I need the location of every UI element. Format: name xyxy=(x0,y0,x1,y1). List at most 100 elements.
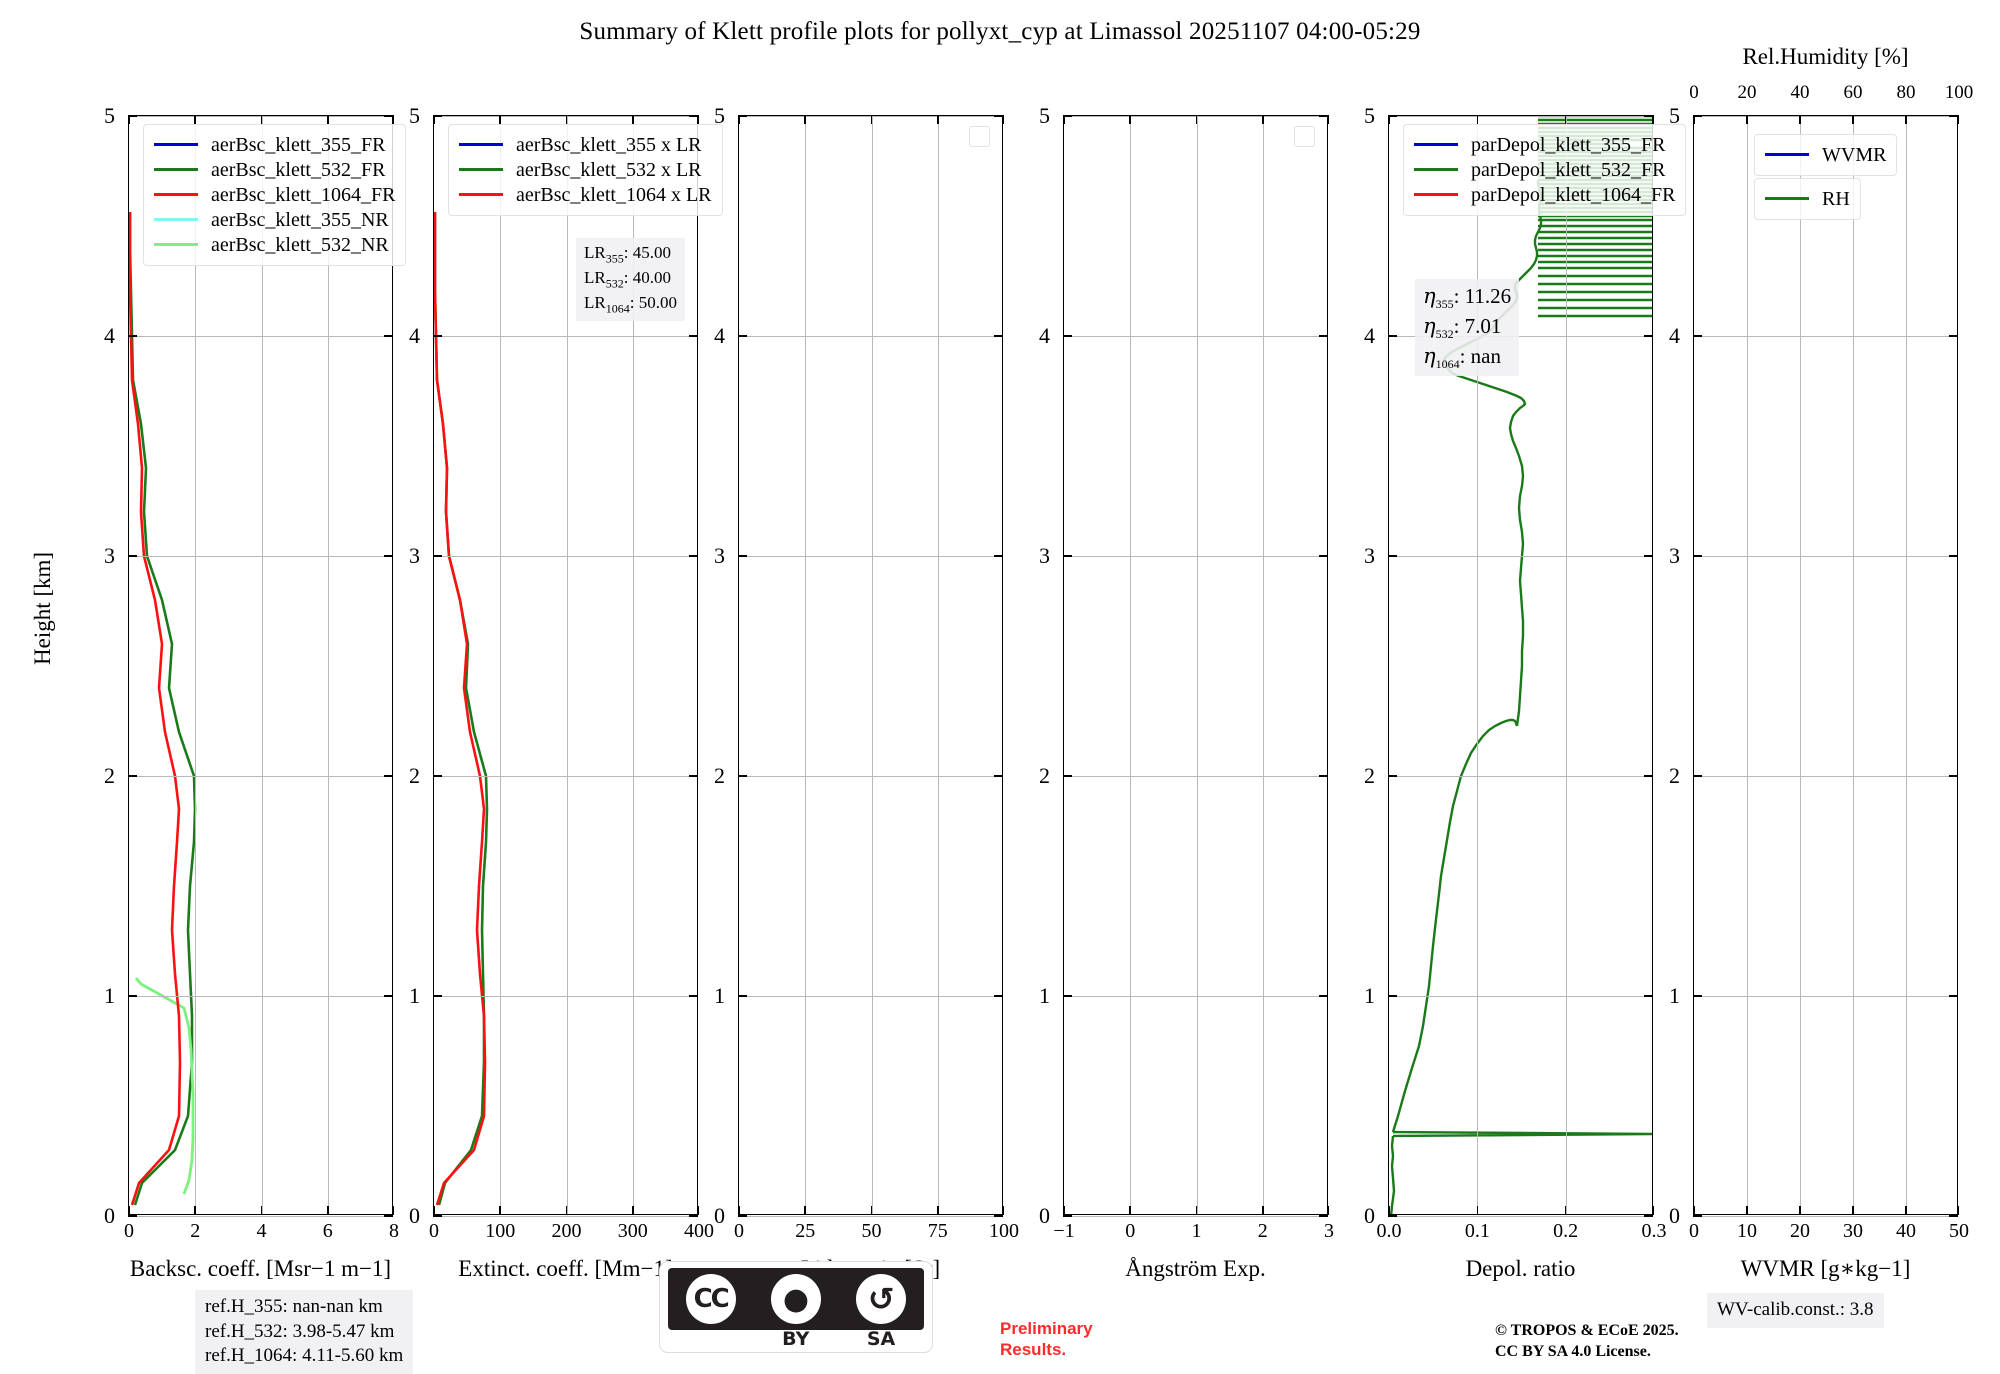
legend-label: aerBsc_klett_355 x LR xyxy=(516,133,702,156)
curve-aerBsc-1064-FR xyxy=(129,212,182,1206)
gridline-horizontal xyxy=(434,776,697,777)
gridline-vertical xyxy=(327,116,329,1214)
y-tick xyxy=(128,995,137,997)
y-tick xyxy=(433,555,442,557)
share-alike-icon: ↺ xyxy=(856,1274,907,1324)
gridline-horizontal xyxy=(1064,996,1327,997)
legend-row: parDepol_klett_532_FR xyxy=(1414,157,1675,182)
top-x-tick-label: 80 xyxy=(1896,82,1916,103)
copyright-line-1: © TROPOS & ECoE 2025. xyxy=(1495,1322,1679,1339)
x-tick-top xyxy=(804,115,807,124)
gridline-horizontal xyxy=(434,556,697,557)
legend-label: aerBsc_klett_532_NR xyxy=(211,233,389,256)
plot-area-angstrom xyxy=(1064,116,1327,1214)
curve-ext-532 xyxy=(434,212,489,1206)
legend-color-swatch xyxy=(154,218,198,221)
y-tick xyxy=(1949,1215,1958,1217)
legend-label: aerBsc_klett_1064_FR xyxy=(211,183,396,206)
y-tick xyxy=(384,995,393,997)
x-tick-top xyxy=(433,115,435,124)
top-x-tick-label: 40 xyxy=(1790,82,1810,103)
legend-color-swatch xyxy=(1414,143,1458,146)
gridline-horizontal xyxy=(739,116,1002,117)
cc-logo-icon: CC xyxy=(685,1274,736,1324)
gridline-horizontal xyxy=(1694,776,1957,777)
x-tick xyxy=(804,1206,807,1215)
y-tick xyxy=(689,775,698,777)
cc-by-label: BY xyxy=(782,1328,810,1350)
legend-empty-angstrom-exponent[interactable] xyxy=(1294,126,1315,147)
gridline-horizontal xyxy=(1389,336,1652,337)
x-tick-label: 100 xyxy=(989,1220,1019,1242)
y-tick-label: 1 xyxy=(1039,983,1050,1008)
top-x-tick-label: 20 xyxy=(1737,82,1757,103)
x-tick-label: 300 xyxy=(617,1220,648,1242)
page-title: Summary of Klett profile plots for polly… xyxy=(579,18,1421,45)
x-tick-label: 0 xyxy=(429,1220,439,1242)
y-tick-label: 5 xyxy=(1669,103,1680,128)
y-tick xyxy=(1388,335,1397,337)
gridline-horizontal xyxy=(434,1216,697,1217)
x-tick xyxy=(1388,1206,1390,1215)
legend-row: aerBsc_klett_532_NR xyxy=(154,232,395,257)
legend-color-swatch xyxy=(1414,168,1458,171)
y-tick xyxy=(1693,555,1702,557)
legend-row: aerBsc_klett_355_NR xyxy=(154,207,395,232)
x-axis-label: Depol. ratio xyxy=(1465,1256,1576,1281)
preliminary-results-note: Preliminary Results. xyxy=(1000,1318,1093,1361)
gridline-horizontal xyxy=(434,116,697,117)
x-tick xyxy=(392,1206,394,1215)
x-tick-top xyxy=(194,115,197,124)
legend-depol-ratio[interactable]: parDepol_klett_355_FR parDepol_klett_532_… xyxy=(1403,124,1687,216)
gridline-horizontal xyxy=(1064,116,1327,117)
legend-rh[interactable]: RH xyxy=(1754,178,1861,220)
y-tick xyxy=(1063,335,1072,337)
legend-row: parDepol_klett_1064_FR xyxy=(1414,182,1675,207)
y-tick xyxy=(1693,115,1702,117)
x-tick xyxy=(1905,1206,1907,1215)
y-tick-label: 0 xyxy=(1364,1203,1375,1228)
legend-label: aerBsc_klett_532_FR xyxy=(211,158,386,181)
top-x-tick-label: 0 xyxy=(1689,82,1699,103)
x-tick-label: 200 xyxy=(551,1220,582,1242)
gridline-horizontal xyxy=(739,336,1002,337)
plot-area-lidar-ratio xyxy=(739,116,1002,1214)
gridline-horizontal xyxy=(1694,336,1957,337)
extinction-curves xyxy=(434,212,489,1206)
y-tick-label: 2 xyxy=(1669,763,1680,788)
x-tick-top xyxy=(128,115,130,124)
creative-commons-badge[interactable]: CC ● ↺ CC BY SA xyxy=(660,1262,932,1352)
x-tick xyxy=(1063,1206,1065,1215)
legend-color-swatch xyxy=(1765,197,1809,200)
gridline-horizontal xyxy=(1694,1216,1957,1217)
legend-row: WVMR xyxy=(1765,142,1886,167)
y-tick xyxy=(994,995,1003,997)
legend-wvmr[interactable]: WVMR xyxy=(1754,134,1898,176)
y-tick-label: 3 xyxy=(104,543,115,568)
x-tick-top xyxy=(1564,115,1567,124)
y-tick-label: 1 xyxy=(1364,983,1375,1008)
y-tick-label: 3 xyxy=(1364,543,1375,568)
gridline-horizontal xyxy=(739,776,1002,777)
gridline-vertical xyxy=(566,116,568,1214)
cc-icon-strip: CC ● ↺ xyxy=(668,1268,924,1330)
x-tick-top xyxy=(1327,115,1329,124)
y-tick xyxy=(384,335,393,337)
legend-backscatter[interactable]: aerBsc_klett_355_FR aerBsc_klett_532_FR ae… xyxy=(143,124,407,266)
legend-empty-lidar-ratio[interactable] xyxy=(969,126,990,147)
annotation-depol-ratio: η355: 11.26 η532: 7.01 η1064: nan xyxy=(1415,279,1520,377)
x-tick xyxy=(1852,1206,1854,1215)
legend-row: aerBsc_klett_1064 x LR xyxy=(459,182,712,207)
legend-row: RH xyxy=(1765,186,1850,211)
legend-row: aerBsc_klett_532_FR xyxy=(154,157,395,182)
legend-extinction[interactable]: aerBsc_klett_355 x LR aerBsc_klett_532 x … xyxy=(448,124,723,216)
legend-color-swatch xyxy=(459,143,503,146)
legend-color-swatch xyxy=(154,143,198,146)
legend-color-swatch xyxy=(459,168,503,171)
x-tick xyxy=(1746,1206,1748,1215)
x-tick-top xyxy=(1063,115,1065,124)
panel-angstrom: 0 1 2 3 4 5 −1 0 1 2 3 Ångström Exp. xyxy=(1039,103,1334,1281)
x-tick-label: 40 xyxy=(1896,1220,1916,1242)
gridline-vertical xyxy=(1565,116,1567,1214)
y-tick xyxy=(1949,115,1958,117)
